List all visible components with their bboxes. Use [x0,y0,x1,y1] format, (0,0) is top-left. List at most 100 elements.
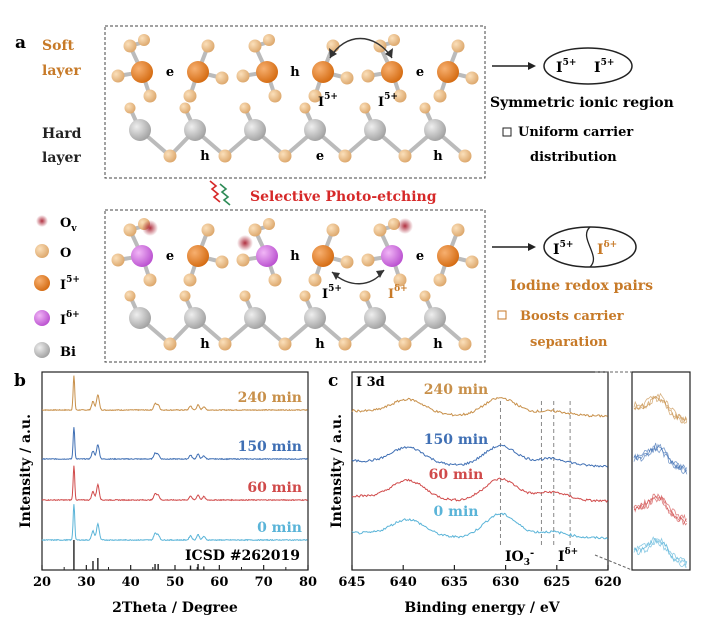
uniform-bullet [502,127,512,137]
soft-layer-label-l2: layer [42,63,81,79]
oxygen-atom [278,337,292,351]
carrier-h-label: h [200,149,210,164]
oxygen-atom [338,337,352,351]
xrd-ylabel: Intensity / a.u. [18,414,34,528]
bismuth-atom [244,307,266,329]
ion-i5-label: I5+ [322,284,342,302]
bismuth-atom [184,119,206,141]
inset-trace [633,446,688,475]
xps-xtick-label: 645 [338,575,365,590]
oxygen-atom [263,34,275,46]
oxygen-atom [458,337,472,351]
oxygen-atom [111,253,125,267]
inset-trace [633,495,688,524]
iodine-redox-label: Iodine redox pairs [510,278,653,294]
iodine-delta-atom [131,245,153,267]
bismuth-atom [424,119,446,141]
xrd-xtick-label: 70 [255,575,273,590]
oxygen-atom [393,273,407,287]
carrier-h-label: h [200,337,210,352]
oxygen-atom [458,149,472,163]
xps-plot-frame [351,371,609,571]
oxygen-atom [179,290,191,302]
oxygen-atom [201,39,215,53]
iodine-5-atom [437,245,459,267]
oxygen-atom [373,223,387,237]
oxygen-atom [465,255,479,269]
bismuth-atom [184,307,206,329]
xps-series-line [351,396,608,418]
xps-series-label: 150 min [424,432,488,448]
legend-o-dot [35,244,49,258]
boosts-label-l1: Boosts carrier [520,309,624,324]
iodine-5-atom [312,245,334,267]
iodine-delta-atom [381,245,403,267]
xrd-xtick-label: 60 [210,575,228,590]
oxygen-atom [111,69,125,83]
oxygen-atom [143,89,157,103]
oxygen-atom [433,273,447,287]
oxygen-atom [239,102,251,114]
xrd-series-line [41,465,308,502]
uniform-label-l1: Uniform carrier [518,125,633,140]
xrd-xtick-label: 40 [122,575,140,590]
oxygen-atom [359,102,371,114]
oxygen-atom [278,149,292,163]
oxygen-vacancy [237,235,253,251]
ion-swap-arrow [331,269,385,285]
ion-swap-head-left [329,48,337,58]
ion-swap-head-right [376,270,384,278]
iodine-5-atom [381,61,403,83]
oxygen-vacancy [397,218,413,234]
legend-bi-dot [34,342,50,358]
ion-swap-arrow [329,37,393,59]
ion-id-label: Iδ+ [388,284,408,302]
inset-trace [633,538,687,568]
oxygen-atom [236,253,250,267]
arrow-head-redox [528,243,536,251]
oxygen-atom [248,39,262,53]
hard-layer-label-l2: layer [42,150,81,166]
xrd-series-line [41,375,308,412]
xrd-xlabel: 2Theta / Degree [112,600,238,616]
legend-o-label: O [60,246,71,261]
xps-xtick-label: 625 [543,575,570,590]
iodine-5-atom [437,61,459,83]
inset-trace [633,395,688,423]
oxygen-atom [236,69,250,83]
panel-a-label: a [15,33,26,53]
carrier-e-label: e [316,149,324,164]
symmetric-i5-left: I5+ [556,58,576,76]
oxygen-atom [201,223,215,237]
iodine-5-atom [131,61,153,83]
oxygen-atom [338,149,352,163]
oxygen-atom [340,255,354,269]
oxygen-atom [465,71,479,85]
inset-trace [633,392,688,422]
bismuth-atom [304,119,326,141]
xps-series-label: 0 min [434,504,479,520]
ion-i5-label: I5+ [378,92,398,110]
xrd-series-label: 150 min [238,439,302,455]
legend-id-dot [34,310,50,326]
xrd-xtick-label: 20 [33,575,51,590]
symmetric-ion-ellipse [543,47,633,85]
inset-trace [633,537,688,566]
panel-c-label: c [328,371,338,391]
oxygen-atom [268,89,282,103]
oxygen-atom [215,71,229,85]
oxygen-atom [163,149,177,163]
oxygen-atom [138,34,150,46]
legend-ov-label: Ov [60,216,77,234]
top-structure-box [104,25,486,179]
carrier-e-label: e [166,65,174,80]
oxygen-atom [326,39,340,53]
hard-layer-label-l1: Hard [42,126,82,142]
etched-layer-structure: e h e h h h I5+ Iδ+ [111,218,479,352]
oxygen-atom [361,69,375,83]
xps-series-line [351,477,609,503]
oxygen-atom [388,218,400,230]
arrow-head-symmetric [528,62,536,70]
xrd-xtick-label: 30 [77,575,95,590]
xrd-reference-label: ICSD #262019 [185,548,300,564]
